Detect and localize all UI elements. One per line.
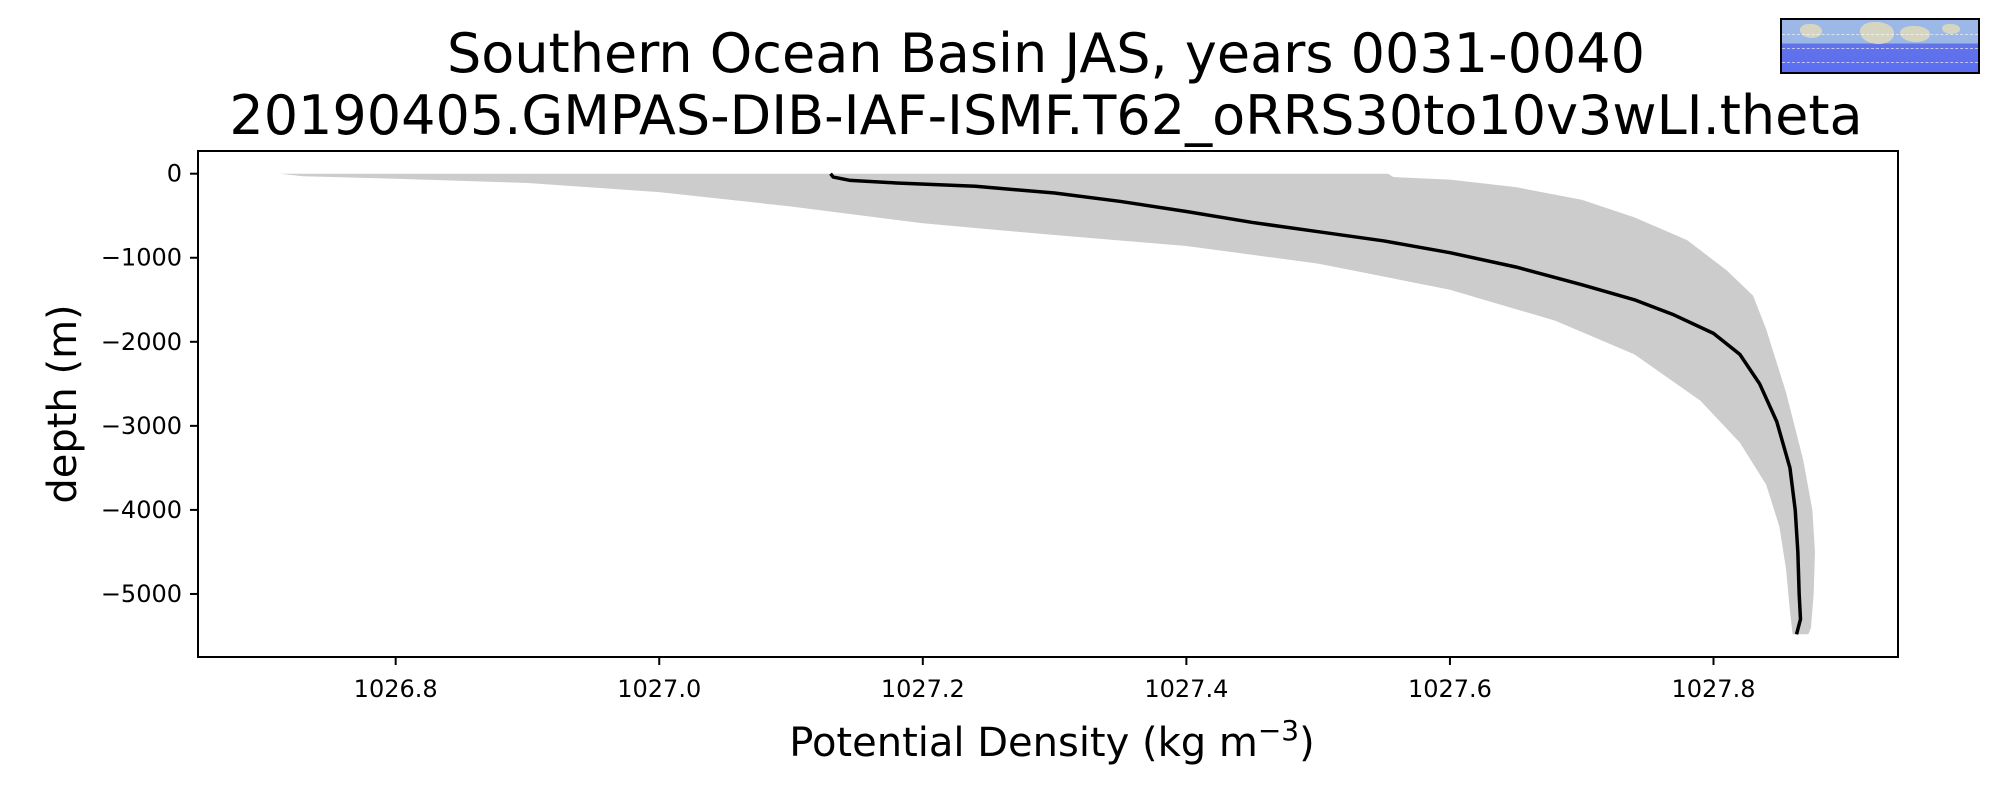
x-axis-label-text: Potential Density (kg m (789, 720, 1258, 766)
plot-frame (197, 150, 1899, 658)
y-tick-label: −1000 (101, 244, 182, 272)
range-band-layer (279, 173, 1815, 635)
chart-title: Southern Ocean Basin JAS, years 0031-004… (447, 22, 1645, 85)
x-tick-label: 1027.8 (1672, 675, 1756, 703)
y-tick-label: −3000 (101, 412, 182, 440)
x-axis: 1026.8 1027.0 1027.2 1027.4 1027.6 1027.8 (354, 657, 1756, 703)
x-tick-label: 1027.2 (881, 675, 965, 703)
y-axis-label: depth (m) (40, 304, 86, 503)
x-tick-label: 1027.6 (1408, 675, 1492, 703)
region-map-icon (1780, 18, 1980, 74)
mean-line-layer (829, 172, 1803, 635)
x-tick-label: 1026.8 (354, 675, 438, 703)
mean-profile-line (829, 172, 1803, 635)
y-axis: 0 −1000 −2000 −3000 −4000 −5000 (101, 160, 198, 608)
y-tick-label: −2000 (101, 328, 182, 356)
x-tick-label: 1027.4 (1144, 675, 1228, 703)
x-axis-label: Potential Density (kg m−3) (789, 714, 1314, 766)
x-axis-label-superscript: −3 (1258, 714, 1299, 747)
x-axis-label-close: ) (1299, 720, 1315, 766)
x-tick-label: 1027.0 (617, 675, 701, 703)
y-tick-label: 0 (167, 160, 182, 188)
range-band (279, 173, 1815, 635)
y-tick-label: −4000 (101, 496, 182, 524)
chart-subtitle: 20190405.GMPAS-DIB-IAF-ISMF.T62_oRRS30to… (229, 84, 1863, 147)
y-tick-label: −5000 (101, 580, 182, 608)
